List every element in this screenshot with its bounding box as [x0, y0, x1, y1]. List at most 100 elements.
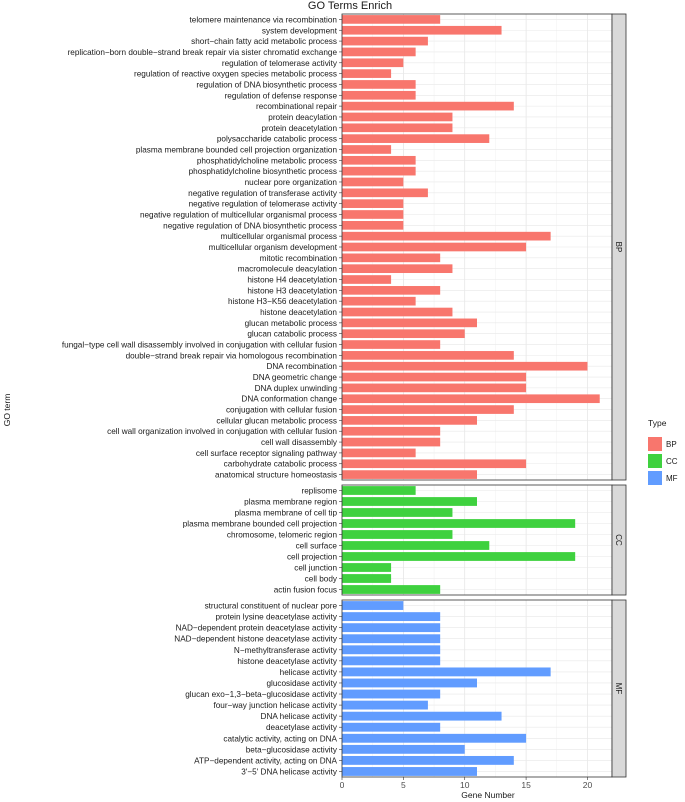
term-label: negative regulation of multicellular org… [140, 210, 337, 219]
bar-cc [342, 552, 576, 561]
bar-mf [342, 634, 441, 644]
bar-cc [342, 530, 453, 539]
bar-bp [342, 340, 441, 349]
bar-bp [342, 220, 404, 230]
term-label: N−methyltransferase activity [234, 646, 338, 655]
term-label: negative regulation of transferase activ… [188, 189, 338, 198]
term-label: protein deacylation [268, 113, 337, 122]
term-label: plasma membrane bounded cell projection … [136, 145, 338, 154]
bar-cc [342, 497, 477, 506]
bar-bp [342, 101, 514, 111]
bar-mf [342, 733, 527, 743]
bar-bp [342, 25, 502, 35]
bar-bp [342, 231, 551, 241]
x-axis-title: Gene Number [461, 790, 515, 800]
term-label: actin fusion focus [274, 586, 337, 595]
bar-bp [342, 426, 441, 436]
bar-bp [342, 123, 453, 133]
bar-mf [342, 601, 404, 610]
bar-bp [342, 470, 477, 479]
term-label: DNA recombination [266, 362, 337, 371]
term-label: fungal−type cell wall disassembly involv… [62, 341, 338, 350]
term-label: NAD−dependent histone deacetylase activi… [174, 635, 338, 644]
facet-strip [611, 484, 627, 596]
x-tick-label: 5 [401, 780, 406, 790]
legend-key-bp [648, 437, 662, 451]
term-label: cell body [305, 575, 338, 584]
bar-bp [342, 15, 441, 24]
term-label: glucan exo−1,3−beta−glucosidase activity [185, 690, 338, 699]
term-label: protein lysine deacetylase activity [215, 613, 337, 622]
bar-bp [342, 307, 453, 317]
bar-mf [342, 667, 551, 677]
bar-bp [342, 296, 416, 306]
bar-cc [342, 541, 490, 550]
term-label: plasma membrane bounded cell projection [183, 520, 338, 529]
facet-strip-label: CC [614, 534, 623, 546]
term-label: histone H3 deacetylation [247, 286, 337, 295]
term-label: DNA duplex unwinding [255, 384, 338, 393]
facet-strip-label: BP [614, 242, 623, 253]
term-label: histone H3−K56 deacetylation [228, 297, 337, 306]
term-label: ATP−dependent activity, acting on DNA [194, 756, 337, 765]
bar-bp [342, 286, 441, 295]
bar-bp [342, 47, 416, 57]
y-axis-title: GO term [2, 394, 12, 427]
term-label: catalytic activity, acting on DNA [223, 734, 337, 743]
panel-mf: structural constituent of nuclear pore pr… [174, 599, 627, 778]
bar-bp [342, 253, 441, 263]
bar-bp [342, 199, 404, 208]
bar-cc [342, 574, 392, 583]
bar-bp [342, 459, 527, 469]
facet-strip [611, 13, 627, 481]
bar-bp [342, 372, 527, 382]
legend-title: Type [648, 418, 667, 428]
x-axis: 0 5 10 15 20 [340, 777, 592, 790]
bar-mf [342, 700, 428, 710]
bar-cc [342, 508, 453, 517]
term-label: macromolecule deacylation [238, 265, 338, 274]
bar-bp [342, 329, 465, 339]
bar-mf [342, 722, 441, 732]
term-label: protein deacetylation [261, 124, 337, 133]
term-label: cell surface receptor signaling pathway [196, 449, 338, 458]
facet-panels: telomere maintenance via recombination sy… [62, 13, 627, 790]
bar-bp [342, 383, 527, 393]
facet-strip-label: MF [614, 683, 623, 695]
bar-bp [342, 112, 453, 122]
term-label: negative regulation of DNA biosynthetic … [163, 221, 337, 230]
panel-bp: telomere maintenance via recombination sy… [62, 13, 627, 481]
bar-mf [342, 678, 477, 688]
term-label: regulation of telomerase activity [222, 59, 338, 68]
term-label: mitotic recombination [260, 254, 338, 263]
legend: Type BP CC MF [648, 418, 678, 485]
term-label: phosphatidylcholine metabolic process [197, 156, 337, 165]
bar-bp [342, 351, 514, 360]
term-label: cell wall disassembly [261, 438, 338, 447]
bar-mf [342, 656, 441, 666]
bar-mf [342, 767, 477, 776]
term-label: recombinational repair [256, 102, 337, 111]
chart-title: GO Terms Enrich [308, 0, 392, 12]
term-label: NAD−dependent protein deacetylase activi… [176, 624, 338, 633]
bar-bp [342, 155, 416, 165]
bar-mf [342, 645, 441, 655]
term-label: replication−born double−strand break rep… [68, 48, 338, 57]
panel-cc: replisome plasma membrane region plasma me… [183, 484, 627, 596]
bar-mf [342, 755, 514, 765]
x-tick-label: 0 [340, 780, 345, 790]
term-label: chromosome, telomeric region [227, 531, 338, 540]
term-label: conjugation with cellular fusion [226, 406, 337, 415]
bar-bp [342, 80, 416, 89]
bar-bp [342, 242, 527, 252]
bar-mf [342, 623, 441, 633]
bar-bp [342, 69, 392, 78]
bar-mf [342, 711, 502, 721]
bar-bp [342, 318, 477, 328]
bar-bp [342, 145, 392, 154]
bar-bp [342, 36, 428, 46]
term-label: cell surface [296, 542, 338, 551]
bar-bp [342, 416, 477, 425]
facet-strip [611, 599, 627, 778]
term-label: polysaccharide catabolic process [217, 135, 337, 144]
